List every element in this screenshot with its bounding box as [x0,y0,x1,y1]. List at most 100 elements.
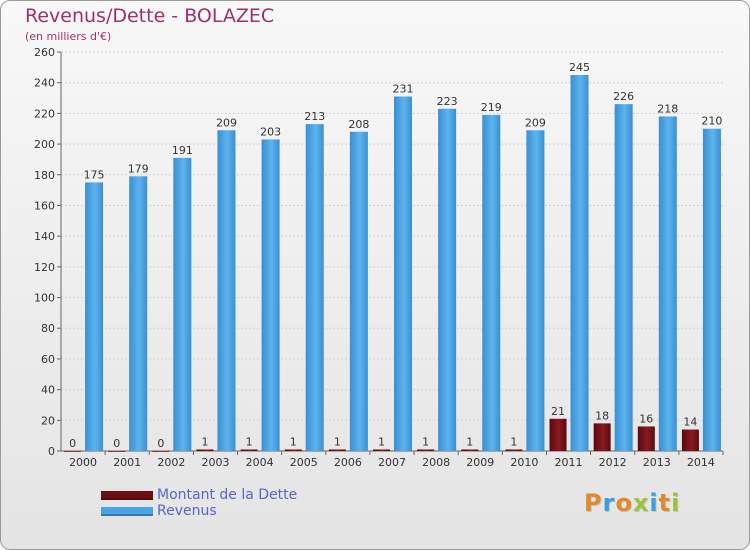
data-label-dette: 1 [246,435,253,448]
value-labels: 0 175 0 179 0 191 1 209 1 203 1 213 1 208 1 231 1 223 1 219… [69,61,722,450]
legend-item-revenus: Revenus [101,503,297,519]
data-label-dette: 14 [683,416,697,429]
bar-revenus [85,182,104,451]
bar-dette [284,449,302,451]
y-tick-label: 180 [34,169,55,182]
bar-revenus [173,157,192,451]
y-tick-label: 0 [48,445,55,458]
data-label-dette: 16 [639,412,653,425]
bar-dette [637,426,655,451]
x-tick-label: 2011 [555,456,583,469]
bar-revenus [129,176,148,452]
bar-revenus [570,75,589,452]
x-tick-label: 2004 [246,456,274,469]
bar-dette [240,449,258,451]
bar-revenus [658,116,677,451]
data-label-dette: 0 [69,437,76,450]
x-tick-label: 2008 [422,456,450,469]
bar-dette [373,449,390,451]
bar-revenus [438,108,457,452]
y-tick-label: 200 [34,138,55,151]
bar-revenus [217,130,236,451]
bar-revenus [526,130,545,451]
bar-dette [461,449,479,451]
data-label-revenus: 209 [525,116,546,129]
data-label-revenus: 213 [304,110,325,123]
data-label-dette: 1 [466,435,473,448]
x-tick-label: 2012 [599,456,627,469]
y-tick-label: 20 [41,414,55,427]
x-tick-label: 2006 [334,456,362,469]
data-label-revenus: 218 [657,102,678,115]
x-tick-label: 2007 [378,456,406,469]
data-label-dette: 0 [113,437,120,450]
x-tick-label: 2003 [201,456,229,469]
y-tick-label: 120 [34,261,55,274]
y-tick-label: 40 [41,384,55,397]
data-label-dette: 21 [551,405,565,418]
data-label-dette: 1 [334,435,341,448]
data-label-revenus: 219 [481,101,502,114]
y-tick-label: 240 [34,77,55,90]
y-tick-label: 260 [34,46,55,59]
legend-item-dette: Montant de la Dette [101,487,297,503]
axes: 0204060801001201401601802002202402602000… [34,46,724,469]
bar-revenus [394,96,412,451]
data-label-revenus: 208 [348,118,369,131]
data-label-revenus: 223 [437,95,458,108]
data-label-revenus: 191 [172,144,193,157]
y-tick-label: 60 [41,353,55,366]
y-tick-label: 160 [34,199,55,212]
bar-dette [417,449,435,451]
y-tick-label: 220 [34,107,55,120]
legend-label-revenus: Revenus [157,503,217,519]
data-label-revenus: 210 [701,115,722,128]
y-tick-label: 140 [34,230,55,243]
legend: Montant de la Dette Revenus [101,487,297,519]
x-tick-label: 2000 [69,456,97,469]
bar-dette [549,418,567,451]
data-label-dette: 0 [157,437,164,450]
data-label-dette: 18 [595,409,609,422]
bar-dette [196,449,214,451]
data-label-revenus: 175 [84,168,105,181]
bar-dette [152,451,170,452]
data-label-dette: 1 [290,435,297,448]
bars [64,75,721,452]
data-label-revenus: 203 [260,125,281,138]
chart-title: Revenus/Dette - BOLAZEC [25,5,275,27]
data-label-revenus: 231 [393,83,414,96]
y-tick-label: 80 [41,322,55,335]
bar-dette [593,423,611,451]
x-tick-label: 2014 [687,456,715,469]
bar-revenus [305,124,324,451]
data-label-dette: 1 [422,435,429,448]
bar-dette [681,429,699,451]
bar-revenus [261,139,280,451]
bar-revenus [349,131,368,452]
legend-swatch-dette [101,490,153,500]
data-label-dette: 1 [201,435,208,448]
x-tick-label: 2009 [466,456,494,469]
data-label-revenus: 179 [128,162,149,175]
bar-dette [328,449,346,451]
bar-revenus [702,128,721,451]
bar-dette [64,451,82,452]
x-tick-label: 2013 [643,456,671,469]
legend-label-dette: Montant de la Dette [157,487,298,503]
x-tick-label: 2002 [157,456,185,469]
data-label-dette: 1 [510,435,517,448]
y-tick-label: 100 [34,292,55,305]
legend-swatch-revenus [101,506,153,516]
data-label-revenus: 209 [216,116,237,129]
x-tick-label: 2005 [290,456,318,469]
bar-dette [505,449,523,451]
proxiti-logo: Proxiti [584,489,681,517]
data-label-revenus: 226 [613,90,634,103]
data-label-revenus: 245 [569,61,590,74]
data-label-dette: 1 [378,435,385,448]
bar-revenus [614,104,633,451]
chart-subtitle: (en milliers d'€) [25,30,112,43]
